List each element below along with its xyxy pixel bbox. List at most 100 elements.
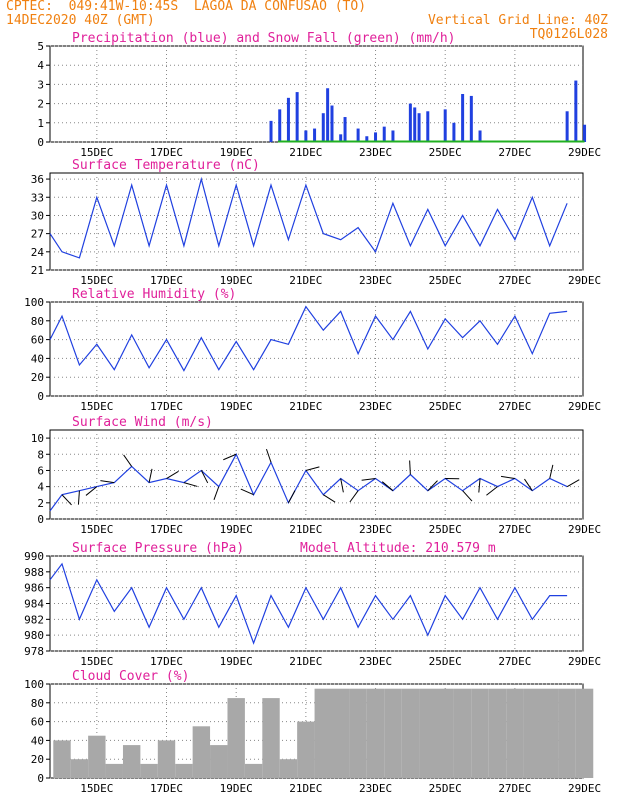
precip-bar [574,80,578,142]
cloud-bar [192,726,211,778]
y-tick-label: 3 [37,78,44,91]
y-tick-label: 0 [37,513,44,526]
x-tick-label: 25DEC [429,400,462,413]
wind-arrow [462,490,473,502]
y-tick-label: 1 [37,117,44,130]
precip-bar [304,130,308,142]
precip-bar [382,126,386,142]
cloud-bar [140,763,158,778]
x-tick-label: 23DEC [359,782,392,795]
y-tick-label: 100 [24,296,44,309]
wind-arrow [427,480,438,492]
panel-title: Relative Humidity (%) [72,287,236,302]
x-tick-label: 15DEC [80,655,113,668]
y-tick-label: 40 [31,352,44,365]
precip-bar [269,120,273,142]
precip-bar [565,111,569,142]
y-tick-label: 5 [37,40,44,53]
cloud-bar [506,688,524,778]
y-tick-label: 0 [37,772,44,785]
x-tick-label: 21DEC [289,655,322,668]
wind-arrow [265,448,272,463]
cloud-bar [541,688,559,778]
y-tick-label: 978 [24,645,44,658]
y-tick-label: 6 [37,464,44,477]
precip-bar [343,117,347,142]
cloud-bar [384,688,402,778]
vertical-grid-note: Vertical Grid Line: 40Z [427,13,608,28]
y-tick-label: 0 [37,136,44,149]
x-tick-label: 25DEC [429,655,462,668]
panel-title: Surface Pressure (hPa) [72,541,244,556]
precip-bar [356,128,360,142]
y-tick-label: 2 [37,497,44,510]
x-tick-label: 23DEC [359,523,392,536]
cloud-bar [436,688,454,778]
precip-bar [321,113,325,142]
wind-arrow [183,482,198,487]
precip-bar [313,128,317,142]
panel-title: Surface Wind (m/s) [72,415,213,430]
x-tick-label: 19DEC [220,274,253,287]
y-tick-label: 60 [31,716,44,729]
cloud-bar [70,759,89,778]
wind-arrow [478,478,481,493]
panel-frame [49,429,584,520]
cloud-bar [297,721,315,778]
precip-bar [417,113,421,142]
precip-bar [286,97,290,142]
panel-frame [49,555,584,652]
cloud-bar [558,688,576,778]
precip-bar [452,122,456,142]
cloud-bar [523,688,542,778]
wind-arrow [100,480,115,484]
y-tick-label: 80 [31,315,44,328]
series-line [49,562,568,645]
panel-title: Precipitation (blue) and Snow Fall (gree… [72,31,456,46]
precip-bar [278,109,282,142]
y-tick-label: 24 [31,246,45,259]
cloud-bar [401,688,420,778]
x-tick-label: 15DEC [80,400,113,413]
run-date: 14DEC2020 40Z (GMT) [6,13,155,28]
cloud-bar [453,688,472,778]
y-tick-label: 36 [31,173,44,186]
wind-arrow [200,470,209,484]
precip-bar [330,105,334,142]
cloud-bar [53,740,71,778]
wind-arrow [566,479,580,488]
precip-bar [391,130,395,142]
cloud-bar [471,688,489,778]
x-tick-label: 19DEC [220,146,253,159]
precip-bar [339,134,343,142]
wind-arrow [85,486,98,496]
wind-arrow [549,464,554,479]
x-tick-label: 25DEC [429,146,462,159]
y-tick-label: 21 [31,264,44,277]
x-tick-label: 15DEC [80,782,113,795]
precip-bar [408,103,412,142]
wind-arrow [223,453,237,461]
panel-title: Cloud Cover (%) [72,669,189,684]
y-tick-label: 0 [37,390,44,403]
y-tick-label: 988 [24,566,44,579]
wind-arrow [323,494,336,503]
x-tick-label: 27DEC [498,146,531,159]
cloud-bar [279,759,298,778]
panel-frame [49,45,584,143]
cloud-bar [488,688,507,778]
panel-annotation: Model Altitude: 210.579 m [300,541,496,556]
x-tick-label: 23DEC [359,146,392,159]
x-tick-label: 15DEC [80,274,113,287]
cloud-bar [314,688,332,778]
precip-bar [461,94,465,142]
x-tick-label: 17DEC [150,655,183,668]
wind-arrow [240,488,254,496]
series-line [49,452,568,512]
y-tick-label: 80 [31,697,44,710]
station-title: CPTEC: 049:41W-10:45S LAGOA DA CONFUSAO … [6,0,367,14]
cloud-bar [227,698,245,778]
cloud-bar [575,688,594,778]
wind-arrow [486,486,498,496]
y-tick-label: 984 [24,598,44,611]
